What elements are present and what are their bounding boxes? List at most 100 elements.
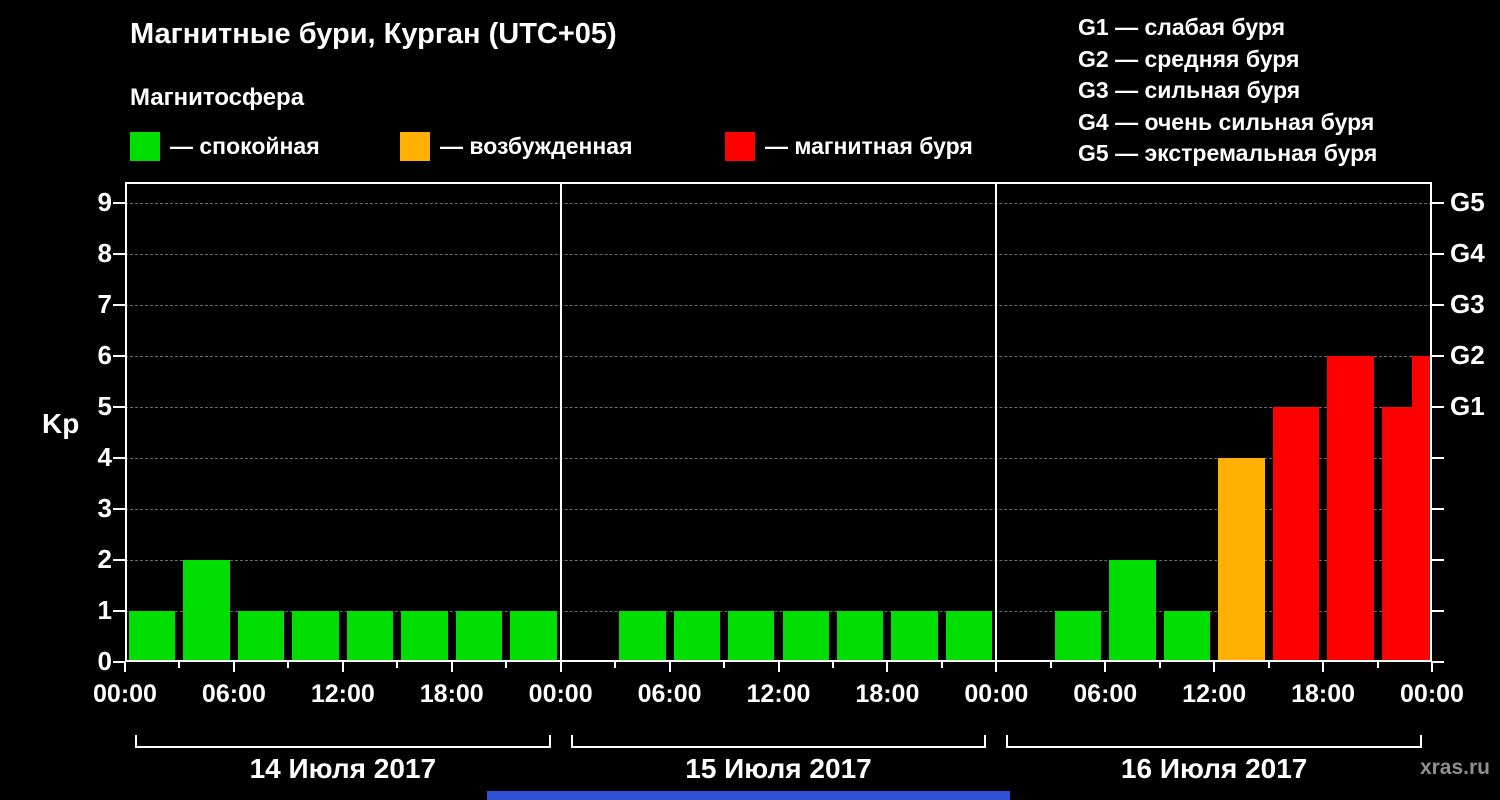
gridline-kp-6 <box>125 356 1432 357</box>
x-tick-label: 18:00 <box>855 680 920 708</box>
kp-bar <box>891 611 938 662</box>
date-label: 15 Июля 2017 <box>685 753 872 784</box>
y-axis-tick-right <box>1432 508 1444 510</box>
watermark-xras: xras.ru <box>1419 756 1490 779</box>
storm-scale-line-g3: G3 — сильная буря <box>1078 77 1301 103</box>
x-tick-label: 18:00 <box>1291 680 1356 708</box>
x-axis-tick-major <box>450 662 453 672</box>
x-tick-label: 06:00 <box>201 680 266 708</box>
x-axis-tick-major <box>886 662 889 672</box>
y-tick-label: 3 <box>97 493 112 523</box>
y-axis-tick-right <box>1432 559 1444 561</box>
y-axis-tick-left <box>113 661 125 663</box>
kp-bar <box>346 611 394 662</box>
legend-item-storm: — магнитная буря <box>725 131 973 161</box>
gridline-kp-3 <box>125 509 1432 510</box>
y-tick-label: 5 <box>97 391 112 421</box>
y-tick-label: 2 <box>97 544 112 574</box>
x-axis-tick-major <box>995 662 998 672</box>
kp-bar <box>401 611 448 662</box>
x-tick-label: 18:00 <box>419 680 484 708</box>
kp-bar <box>292 611 339 662</box>
x-tick-label: 00:00 <box>1400 680 1464 708</box>
x-axis-tick-major <box>1322 662 1325 672</box>
x-tick-label: 06:00 <box>1073 680 1138 708</box>
storm-scale-legend: G1 — слабая буря G2 — средняя буря G3 — … <box>1078 12 1377 170</box>
legend-label-storm: — магнитная буря <box>765 132 973 159</box>
kp-bar <box>455 611 503 662</box>
y-axis-tick-right <box>1432 202 1444 204</box>
kp-bar <box>673 611 721 662</box>
kp-bar <box>510 611 557 662</box>
y-axis-tick-right <box>1432 457 1444 459</box>
y-tick-label: 9 <box>97 187 112 217</box>
y-axis-tick-right <box>1432 304 1444 306</box>
x-axis-tick-major <box>668 662 671 672</box>
x-axis-tick-minor <box>940 662 943 668</box>
kp-bar <box>1163 611 1211 662</box>
kp-bar <box>183 560 230 662</box>
x-axis-tick-minor <box>505 662 508 668</box>
x-axis-tick-major <box>341 662 344 672</box>
gridline-kp-4 <box>125 458 1432 459</box>
chart-subtitle: Магнитосфера <box>130 84 305 111</box>
kp-bar <box>1109 560 1156 662</box>
kp-bar <box>1327 356 1374 662</box>
kp-bar <box>237 611 285 662</box>
storm-color-swatch <box>725 131 755 161</box>
y-axis-tick-right <box>1432 406 1444 408</box>
x-axis-tick-minor <box>723 662 726 668</box>
gridline-kp-2 <box>125 560 1432 561</box>
y-axis-tick-left <box>113 355 125 357</box>
y-axis-title: Kp <box>42 408 80 439</box>
y-axis-tick-left <box>113 508 125 510</box>
date-bracket <box>135 735 551 748</box>
day-separator <box>559 182 562 662</box>
x-tick-label: 12:00 <box>1182 680 1247 708</box>
quiet-color-swatch <box>130 131 160 161</box>
kp-bar <box>1272 407 1320 662</box>
x-tick-label: 00:00 <box>93 680 157 708</box>
date-label: 14 Июля 2017 <box>249 753 437 784</box>
y-axis-tick-left <box>113 457 125 459</box>
kp-bar <box>1054 611 1102 662</box>
chart-title: Магнитные бури, Курган (UTC+05) <box>130 18 617 50</box>
x-tick-label: 00:00 <box>964 680 1029 708</box>
kp-bar <box>782 611 829 662</box>
y-axis-tick-right <box>1432 253 1444 255</box>
x-axis-tick-major <box>1104 662 1107 672</box>
storm-scale-line-g1: G1 — слабая буря <box>1078 14 1286 40</box>
gridline-kp-5 <box>125 407 1432 408</box>
y-axis-tick-right <box>1432 355 1444 357</box>
x-tick-label: 12:00 <box>310 680 375 708</box>
g-scale-label-g1: G1 <box>1450 391 1485 421</box>
x-tick-label: 00:00 <box>528 680 593 708</box>
kp-bar <box>1218 458 1265 662</box>
x-tick-label: 06:00 <box>637 680 702 708</box>
g-scale-label-g5: G5 <box>1450 187 1485 217</box>
gridline-kp-7 <box>125 305 1432 306</box>
legend-label-quiet: — спокойная <box>170 132 320 159</box>
g-scale-label-g3: G3 <box>1450 289 1485 319</box>
x-axis-tick-minor <box>287 662 290 668</box>
x-axis-tick-major <box>1431 662 1433 672</box>
x-axis-tick-major <box>232 662 235 672</box>
y-tick-label: 4 <box>97 442 112 472</box>
storm-scale-line-g4: G4 — очень сильная буря <box>1078 108 1375 135</box>
kp-bar <box>619 611 666 662</box>
kp-bar-partial <box>1412 356 1432 662</box>
x-axis-tick-major <box>124 662 126 672</box>
x-axis-tick-minor <box>396 662 399 668</box>
g-scale-label-g4: G4 <box>1450 238 1485 268</box>
date-bracket <box>570 735 987 748</box>
y-tick-label: 7 <box>97 289 112 319</box>
y-tick-label: 6 <box>97 340 112 370</box>
y-axis-tick-right <box>1432 610 1444 612</box>
y-tick-label: 8 <box>97 238 112 268</box>
x-axis-tick-minor <box>178 662 181 668</box>
date-label: 16 Июля 2017 <box>1120 753 1308 784</box>
x-axis-tick-minor <box>1049 662 1052 668</box>
y-tick-label: 0 <box>97 646 112 676</box>
excited-color-swatch <box>400 131 430 161</box>
